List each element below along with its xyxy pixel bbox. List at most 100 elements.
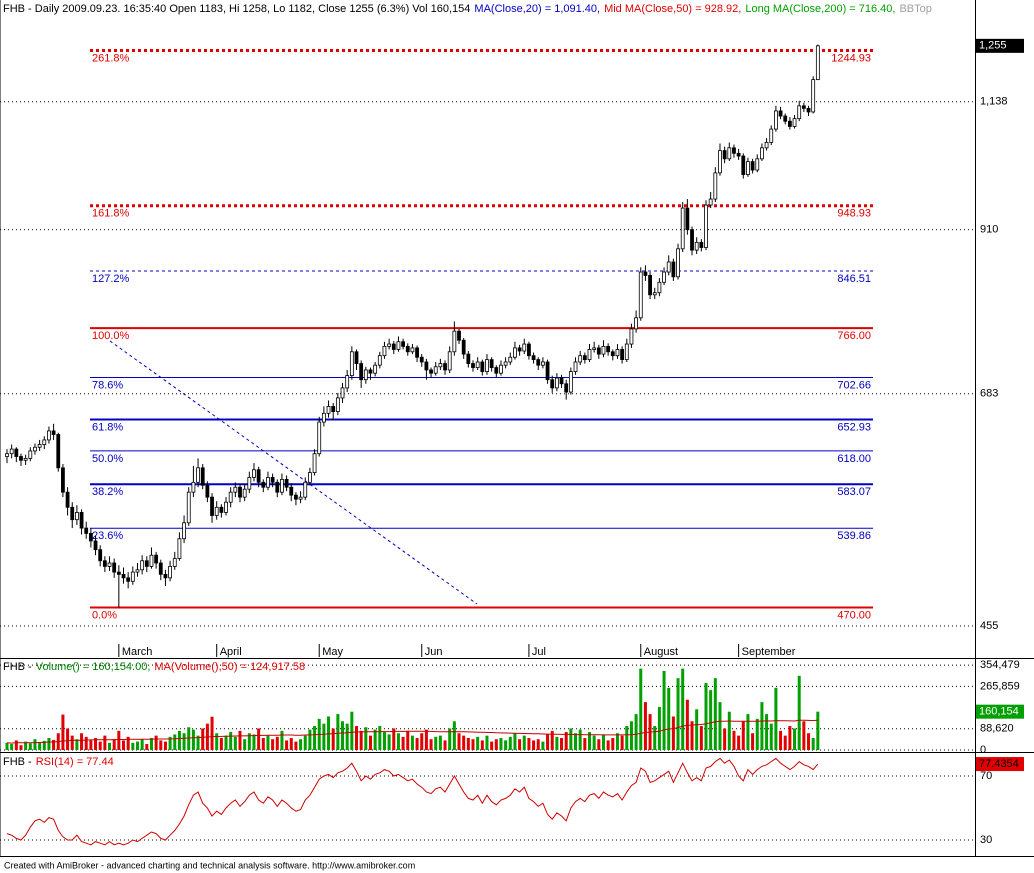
candle-body — [289, 486, 294, 496]
fib-label: 161.8% — [92, 208, 130, 220]
fib-value-label: 618.00 — [837, 453, 871, 465]
volume-bar — [336, 714, 340, 750]
y-tick-label: 1,138 — [980, 96, 1008, 108]
candle-body — [457, 330, 461, 341]
candle-body — [56, 434, 61, 469]
volume-bar — [322, 723, 326, 750]
x-tick-label: March — [122, 646, 153, 658]
volume-bar — [732, 730, 736, 750]
volume-bar — [560, 738, 564, 750]
candle-body — [275, 481, 280, 493]
candle-body — [84, 527, 89, 534]
fib-value-label: 1244.93 — [831, 52, 871, 64]
volume-bar — [546, 734, 550, 750]
candle-body — [704, 204, 708, 248]
volume-bar — [690, 721, 694, 750]
volume-bar — [364, 727, 368, 750]
candle-body — [610, 351, 615, 357]
candle-body — [797, 105, 802, 120]
fib-value-label: 583.07 — [837, 486, 871, 498]
candle-body — [331, 406, 336, 412]
candle-body — [755, 158, 760, 171]
volume-bar — [28, 743, 32, 750]
volume-bar — [359, 730, 363, 750]
volume-bar — [261, 738, 265, 750]
candle-body — [112, 562, 117, 573]
candle-body — [401, 341, 406, 347]
candle-body — [373, 364, 378, 374]
candle-body — [126, 577, 131, 582]
volume-bar — [252, 734, 256, 750]
volume-bar — [448, 728, 452, 750]
volume-bar — [19, 745, 23, 750]
last-value-box — [976, 704, 1024, 719]
candle-body — [98, 549, 103, 562]
candle-body — [345, 375, 350, 389]
volume-bar — [14, 740, 18, 750]
y-tick-label: 70 — [980, 770, 992, 782]
candle-body — [596, 347, 601, 355]
volume-bar — [233, 736, 237, 750]
volume-bar — [84, 736, 88, 750]
header-part: BBTop — [899, 3, 931, 15]
candle-body — [140, 560, 145, 571]
candle-body — [601, 345, 606, 355]
volume-bar — [485, 735, 489, 750]
volume-bar — [466, 738, 470, 750]
candle-body — [135, 569, 140, 573]
candle-body — [363, 369, 368, 381]
header-part: Mid MA(Close,50) = 928.92, — [604, 3, 741, 15]
candle-body — [107, 562, 112, 567]
volume-bar — [275, 736, 279, 750]
volume-bar — [671, 716, 675, 750]
volume-bar — [238, 730, 242, 750]
candle-body — [685, 207, 690, 231]
volume-bar — [70, 735, 74, 750]
candle-body — [368, 369, 373, 374]
volume-bar — [243, 739, 247, 750]
candle-body — [387, 343, 392, 347]
volume-bar — [597, 739, 601, 750]
candle-body — [326, 406, 331, 414]
candle-body — [652, 292, 657, 296]
candle-body — [349, 351, 354, 377]
volume-bar — [499, 738, 503, 750]
x-tick-label: April — [220, 646, 242, 658]
volume-bar — [285, 740, 289, 750]
candle-body — [23, 457, 28, 461]
candle-body — [163, 573, 168, 579]
volume-bar — [294, 741, 298, 750]
volume-bar — [61, 714, 65, 750]
candle-body — [284, 478, 289, 488]
candle-body — [676, 248, 680, 278]
volume-bar — [177, 730, 181, 750]
volume-bar — [131, 742, 135, 750]
candle-body — [806, 107, 811, 113]
candle-body — [28, 450, 33, 459]
volume-bar — [709, 690, 713, 750]
candle-body — [778, 110, 783, 117]
volume-bar — [480, 740, 484, 750]
volume-bar — [564, 732, 568, 750]
candle-body — [550, 379, 555, 389]
volume-bar — [378, 726, 382, 750]
candle-body — [801, 105, 806, 109]
volume-bar — [247, 733, 251, 750]
volume-bar — [536, 739, 540, 750]
candle-body — [75, 512, 79, 521]
volume-bar — [518, 739, 522, 750]
candle-body — [14, 448, 19, 457]
volume-bar — [108, 742, 112, 750]
candle-body — [196, 467, 200, 483]
volume-bar — [382, 732, 386, 750]
candle-body — [191, 481, 196, 493]
volume-bar — [149, 738, 153, 750]
volume-bar — [504, 740, 508, 750]
fib-label: 0.0% — [92, 609, 117, 621]
y-tick-label: 354,479 — [980, 659, 1020, 671]
volume-bar — [280, 730, 284, 750]
volume-bar — [163, 741, 167, 750]
rsi-line — [6, 757, 819, 846]
volume-bar — [350, 711, 354, 750]
candle-body — [233, 486, 238, 493]
